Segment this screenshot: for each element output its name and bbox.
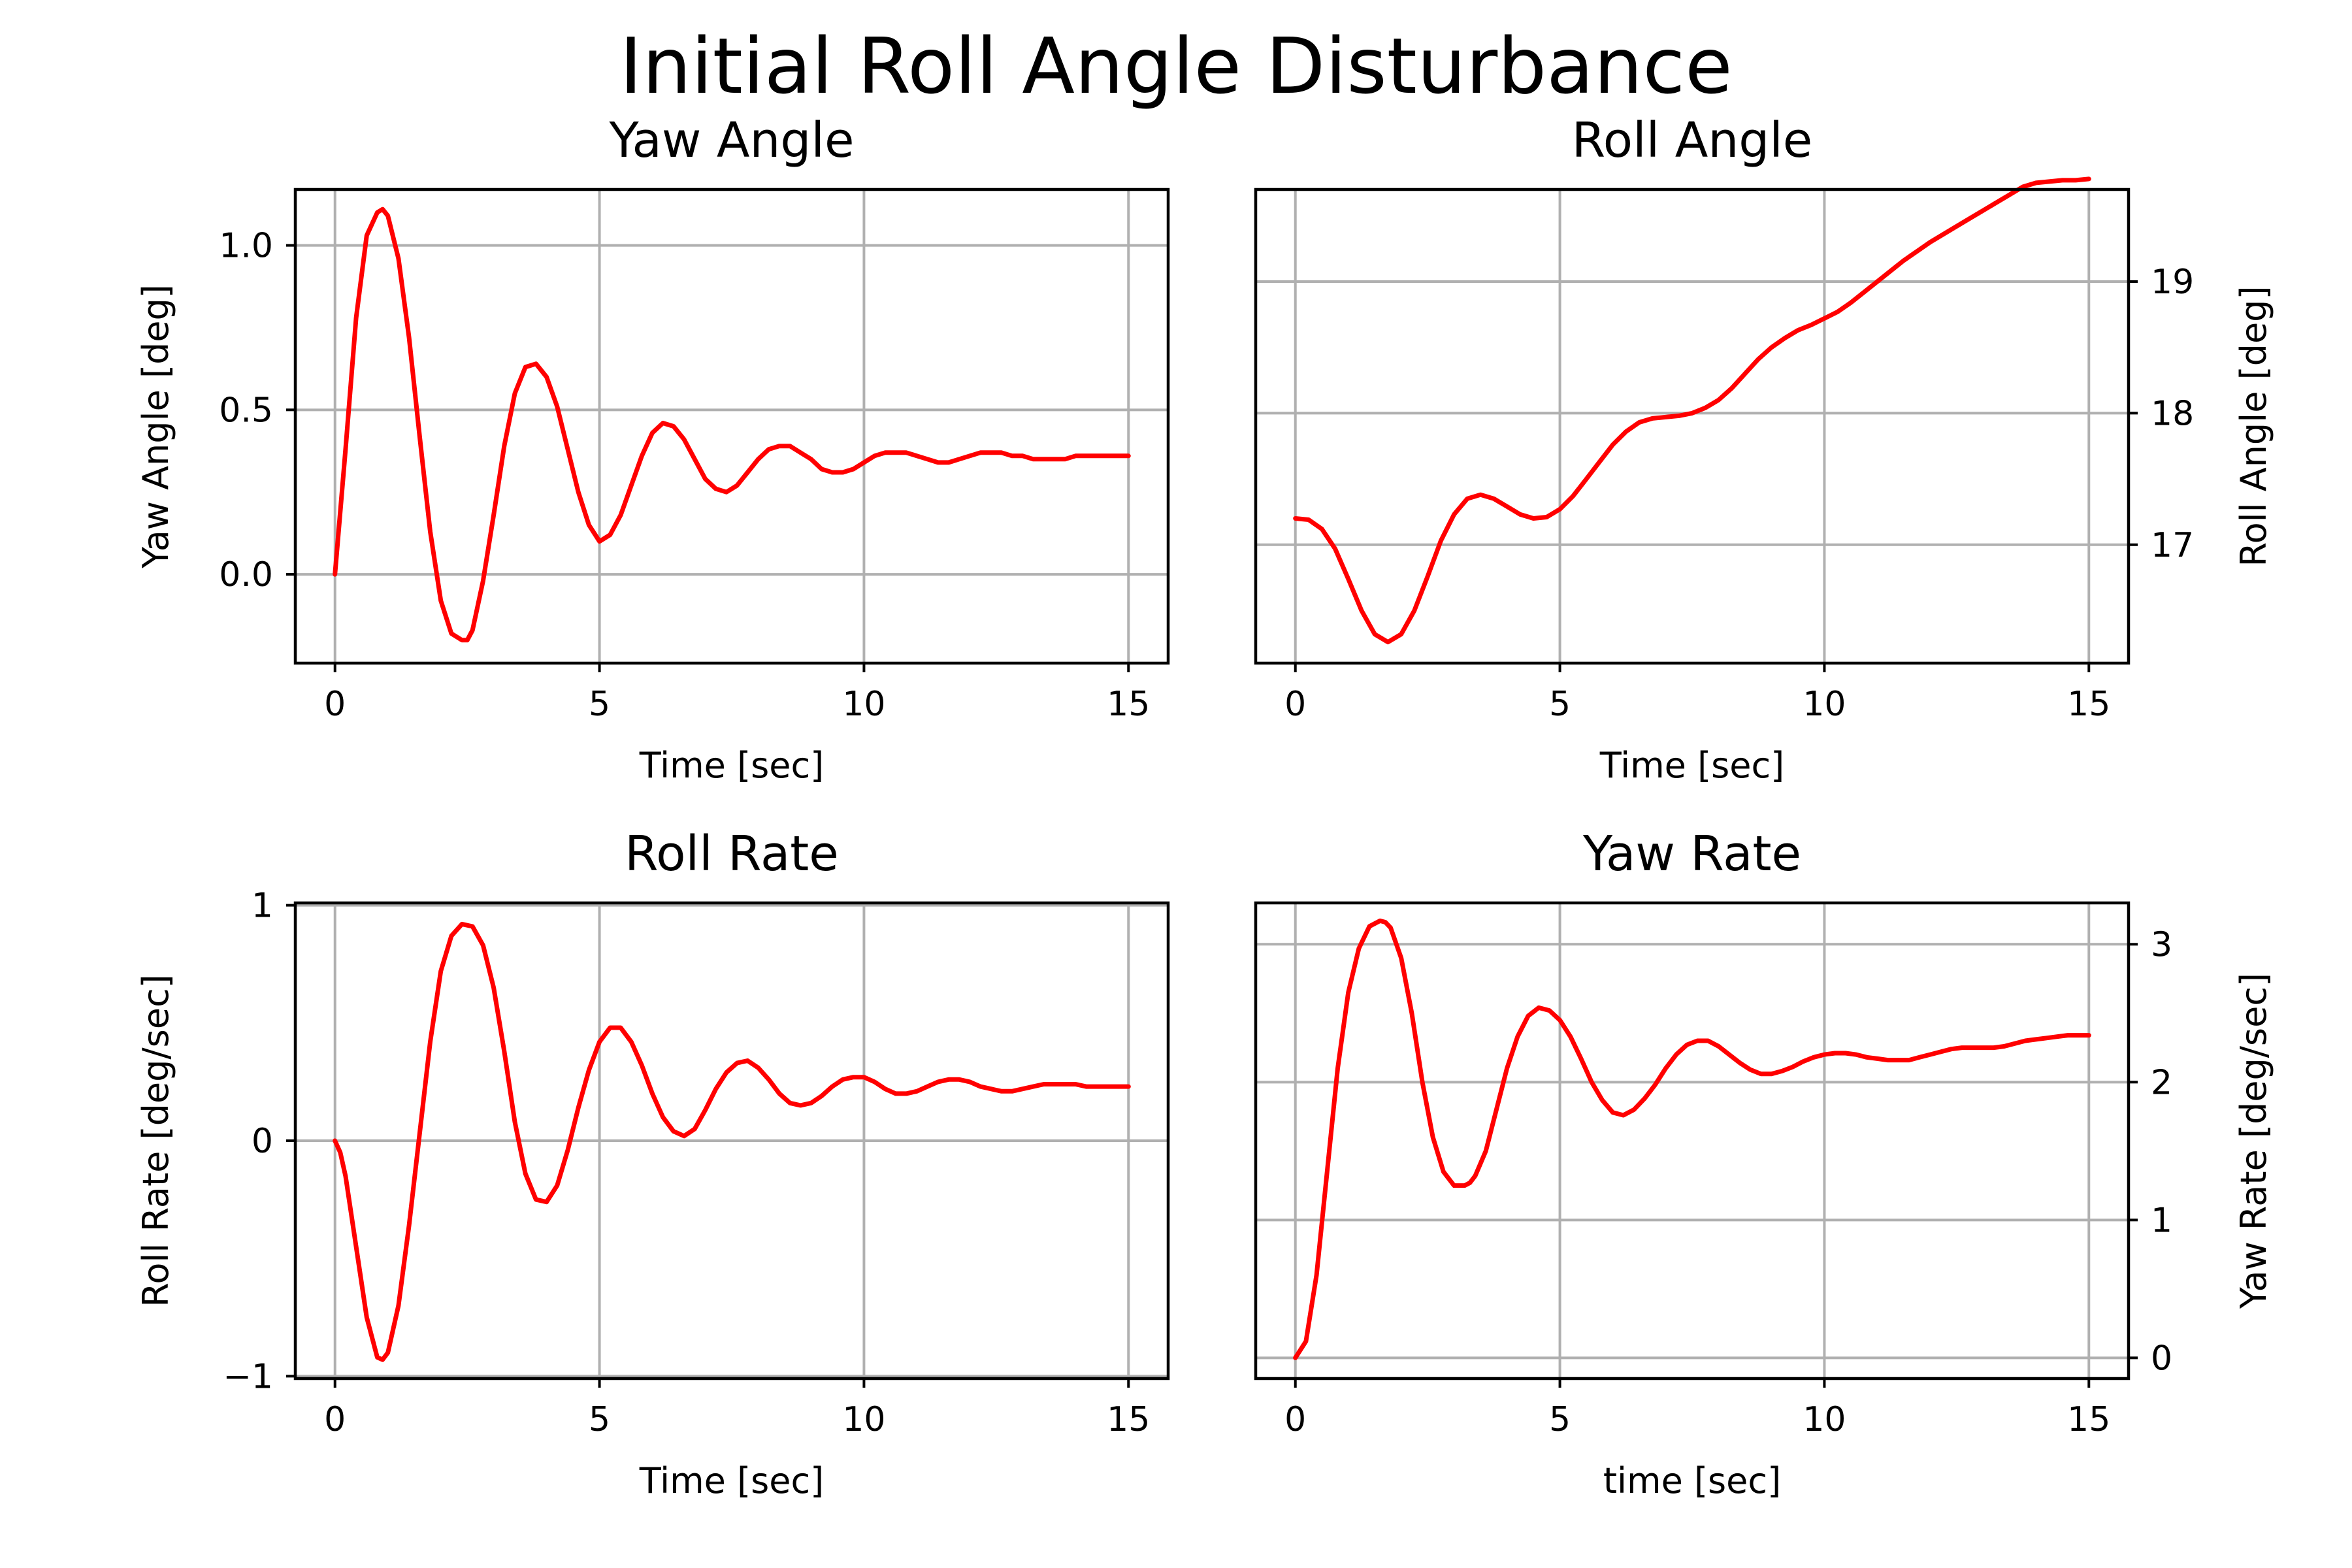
x-tick-label: 0 [324, 1400, 346, 1439]
series-line [333, 206, 1131, 643]
subplot-roll-angle: 0 5 10 15 17 18 19 Roll Angle Time [sec] Roll Ang… [1254, 112, 2274, 786]
x-tick-label: 5 [1549, 685, 1571, 724]
axes-frame [293, 188, 1170, 665]
x-axis-label: Time [sec] [639, 1460, 825, 1501]
subplot-yaw-angle: 0 5 10 15 0.0 0.5 1.0 Yaw Angle Time [sec] Yaw An… [135, 112, 1170, 786]
x-tick-label: 15 [1107, 685, 1150, 724]
series-line [1293, 176, 2091, 645]
x-tick-label: 5 [589, 685, 610, 724]
x-tick-label: 0 [324, 685, 346, 724]
series-line [1293, 918, 2091, 1360]
y-tick-label: 2 [2151, 1063, 2172, 1102]
y-tick-label: 0.0 [219, 555, 273, 595]
x-tick-label: 5 [1549, 1400, 1571, 1439]
x-axis-label: Time [sec] [639, 745, 825, 786]
subplot-roll-rate: 0 5 10 15 −1 0 1 Roll Rate Time [sec] Roll Rate [… [135, 826, 1170, 1501]
subplot-title: Roll Angle [1572, 112, 1813, 169]
x-tick-label: 0 [1284, 685, 1306, 724]
x-axis-label: time [sec] [1603, 1460, 1781, 1501]
y-axis-label: Roll Angle [deg] [2233, 286, 2274, 566]
series-line [333, 921, 1131, 1362]
y-tick-label: 3 [2151, 925, 2172, 964]
x-tick-label: 15 [2067, 1400, 2110, 1439]
y-tick-label: 1 [2151, 1201, 2172, 1240]
x-tick-label: 5 [589, 1400, 610, 1439]
x-tick-label: 10 [842, 1400, 885, 1439]
y-axis-label: Yaw Rate [deg/sec] [2233, 973, 2274, 1309]
x-axis-label: Time [sec] [1599, 745, 1785, 786]
y-tick-label: 17 [2151, 526, 2194, 565]
y-tick-label: 19 [2151, 263, 2194, 302]
subplot-title: Yaw Angle [609, 112, 855, 169]
x-tick-label: 15 [2067, 685, 2110, 724]
axes-frame [1254, 188, 2131, 665]
y-tick-label: 0 [2151, 1339, 2172, 1378]
y-tick-label: 18 [2151, 394, 2194, 433]
x-tick-label: 10 [842, 685, 885, 724]
subplot-title: Yaw Rate [1582, 826, 1801, 882]
figure-title: Initial Roll Angle Disturbance [619, 21, 1732, 111]
y-tick-label: 1.0 [219, 227, 273, 266]
x-tick-label: 15 [1107, 1400, 1150, 1439]
axes-frame [1254, 901, 2131, 1380]
subplot-title: Roll Rate [625, 826, 839, 882]
y-axis-label: Roll Rate [deg/sec] [135, 974, 176, 1307]
y-axis-label: Yaw Angle [deg] [135, 284, 176, 569]
x-tick-label: 10 [1803, 1400, 1846, 1439]
x-tick-label: 0 [1284, 1400, 1306, 1439]
subplot-yaw-rate: 0 5 10 15 0 1 2 3 Yaw Rate time [sec] Yaw Rate [de… [1254, 826, 2274, 1501]
y-tick-label: 0.5 [219, 391, 273, 430]
y-tick-label: 0 [252, 1122, 273, 1161]
y-tick-label: 1 [252, 887, 273, 926]
x-tick-label: 10 [1803, 685, 1846, 724]
y-tick-label: −1 [223, 1357, 273, 1396]
